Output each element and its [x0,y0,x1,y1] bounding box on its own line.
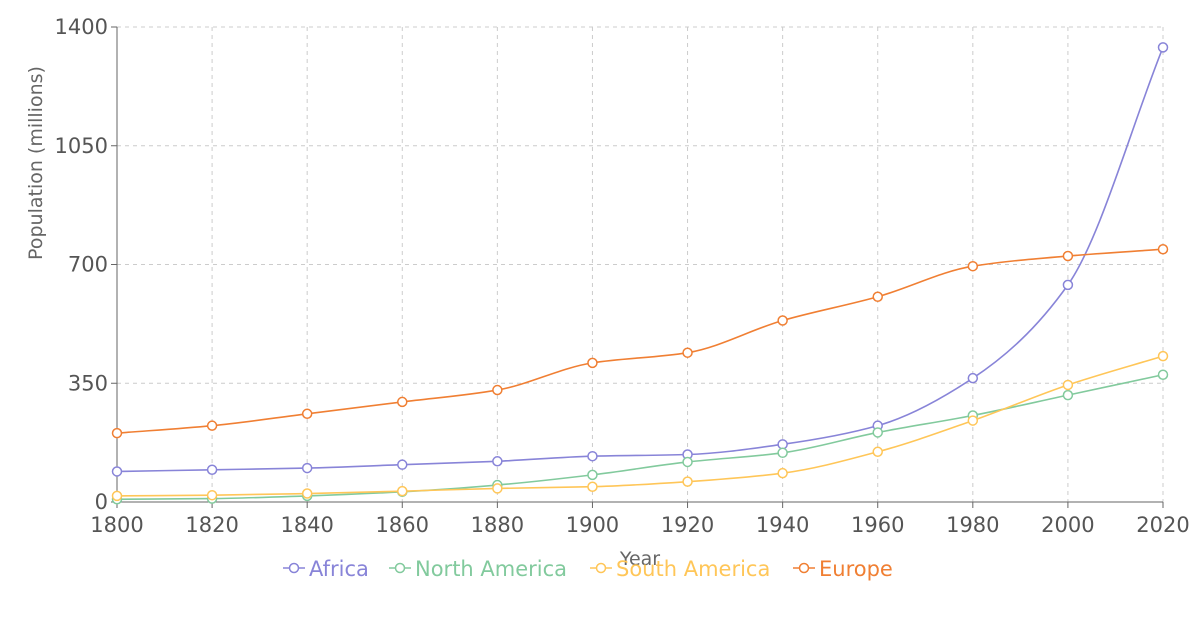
legend-item-europe: Europe [793,557,893,581]
data-point-europe [587,357,598,369]
x-tick-label: 2000 [1041,513,1094,537]
x-tick-label: 1920 [661,513,714,537]
data-point-north-america [777,447,788,459]
data-point-north-america [1062,389,1074,401]
y-tick-label: 350 [68,371,108,395]
data-point-south-america [777,467,788,479]
data-point-europe [777,315,788,326]
legend-label-europe: Europe [819,557,893,581]
data-point-africa [1062,279,1074,291]
data-point-north-america [587,469,598,481]
x-tick-label: 1880 [471,513,524,537]
legend-label-north-america: North America [415,557,567,581]
x-tick-label: 1820 [185,513,238,537]
legend: Africa North America South America Europe [283,557,893,581]
data-point-south-america [492,483,503,494]
series-line-north-america [116,373,1164,501]
data-point-africa [301,462,313,474]
x-tick-label: 1980 [946,513,999,537]
legend-marker-point [394,562,406,574]
data-point-europe [872,291,883,302]
data-point-europe [301,408,313,420]
data-point-africa [587,450,598,462]
series-layer [111,42,1169,505]
series-south-america [111,350,1169,502]
series-africa [111,42,1169,477]
x-tick-label: 1800 [90,513,143,537]
data-point-south-america [301,488,313,499]
legend-marker-point [798,562,810,574]
data-point-north-america [872,427,883,438]
data-point-africa [967,372,979,384]
x-tick-label: 1940 [756,513,809,537]
x-axis-title: Year [619,548,660,570]
data-point-europe [397,396,408,408]
data-point-south-america [1157,350,1169,362]
y-tick-label: 1400 [55,15,108,39]
series-north-america [111,369,1169,505]
legend-label-south-america: South America [616,557,770,581]
legend-marker-point [595,562,607,574]
legend-item-africa: Africa [283,557,369,581]
series-line-europe [116,248,1164,434]
series-europe [111,243,1169,439]
data-point-south-america [967,415,979,426]
y-tick-label: 0 [95,490,108,514]
data-point-north-america [1157,369,1169,381]
x-tick-label: 1840 [280,513,333,537]
data-point-africa [777,439,788,450]
data-point-africa [111,466,123,477]
data-point-south-america [111,490,123,502]
data-point-africa [206,464,218,476]
data-point-europe [682,347,693,358]
data-point-south-america [682,476,693,487]
legend-item-south-america: South America [590,557,770,581]
x-tick-label: 1860 [376,513,429,537]
data-point-north-america [682,456,693,468]
data-point-europe [1157,243,1169,255]
legend-marker-point [288,562,300,574]
y-tick-label: 1050 [55,134,108,158]
data-point-south-america [872,446,883,458]
data-point-south-america [206,489,218,501]
data-point-europe [492,384,503,396]
data-point-africa [397,459,408,470]
data-point-africa [492,456,503,467]
y-tick-label: 700 [68,253,108,277]
grid-lines [116,26,1164,502]
data-point-europe [967,260,979,272]
data-point-europe [111,427,123,439]
legend-label-africa: Africa [309,557,369,581]
x-tick-label: 1960 [851,513,904,537]
axes: 1800 1820 1840 1860 1880 1900 1920 1940 1960 1980… [55,15,1190,537]
data-point-south-america [397,485,408,497]
legend-item-north-america: North America [389,557,567,581]
x-tick-label: 2020 [1136,513,1189,537]
data-point-south-america [587,481,598,492]
y-axis-title: Population (millions) [25,66,47,260]
series-line-south-america [116,355,1164,497]
data-point-africa [1157,42,1169,53]
data-point-europe [1062,250,1074,262]
x-tick-label: 1900 [566,513,619,537]
data-point-europe [206,420,218,431]
data-point-south-america [1062,379,1074,391]
